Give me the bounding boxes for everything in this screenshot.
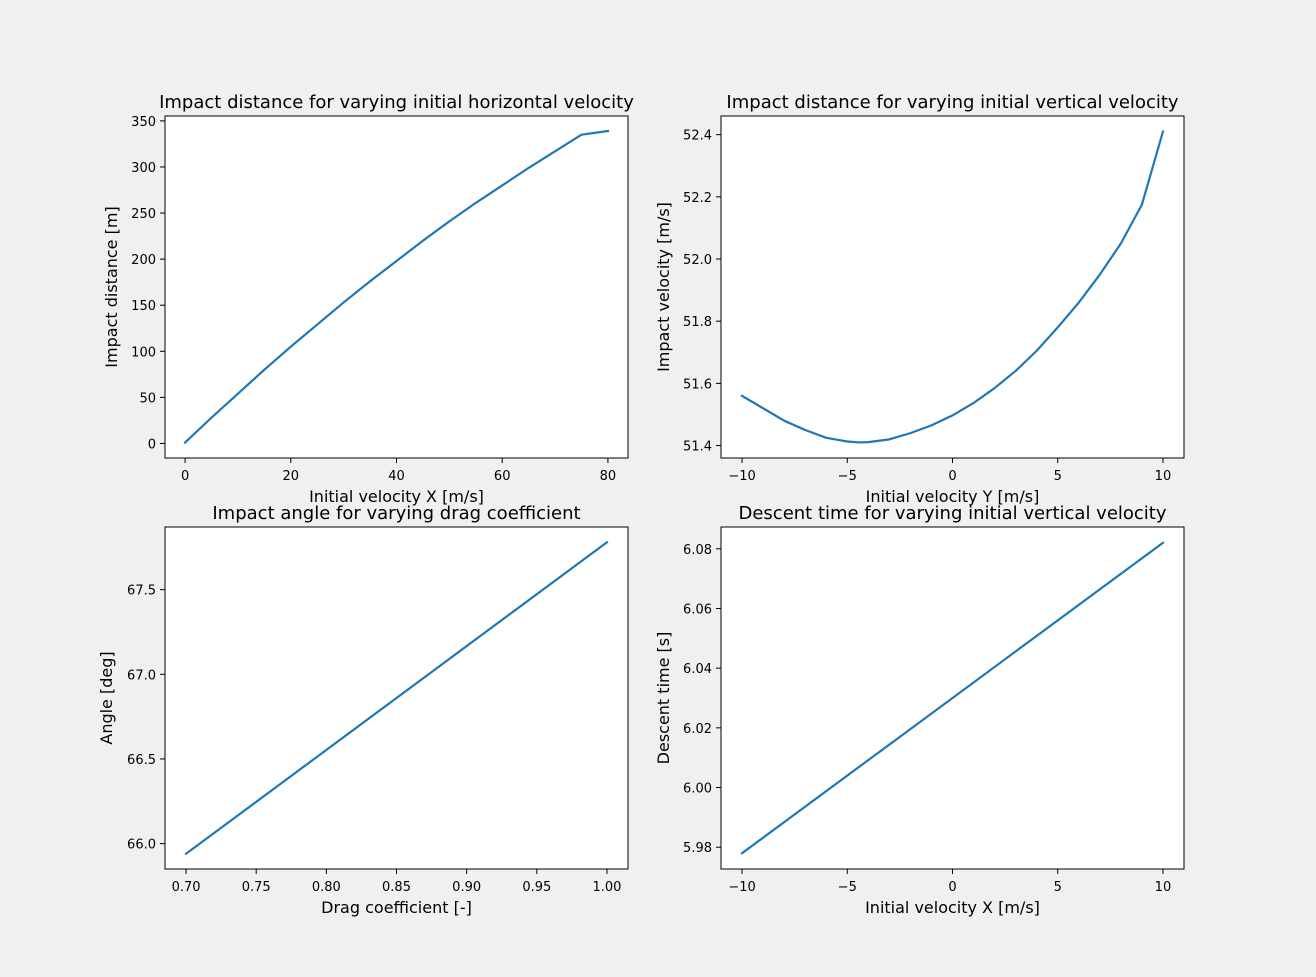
series-line xyxy=(740,541,1165,855)
x-tick-label: 0.95 xyxy=(522,880,551,895)
y-tick-label: 6.00 xyxy=(683,782,712,797)
y-tick-label: 5.98 xyxy=(683,841,712,856)
y-tick-label: 6.08 xyxy=(683,543,712,558)
x-tick-label: 0 xyxy=(948,880,956,895)
y-tick-label: 52.4 xyxy=(683,129,712,144)
series-lines xyxy=(740,130,1165,444)
x-tick-label: −5 xyxy=(838,880,857,895)
x-ticks: −10 −5 0 5 10 xyxy=(728,458,1171,484)
axes-frame xyxy=(720,115,1185,459)
y-tick-label: 66.0 xyxy=(127,838,156,853)
chart-title: Impact distance for varying initial vert… xyxy=(726,92,1178,113)
plot-impact-angle-drag: 0.70 0.75 0.80 0.85 0.90 0.95 1.00 66.0 66.5 67.… xyxy=(97,503,629,917)
x-ticks: 0 20 40 60 80 xyxy=(181,458,616,484)
x-ticks: 0.70 0.75 0.80 0.85 0.90 0.95 1.00 xyxy=(172,869,621,895)
y-tick-label: 200 xyxy=(131,253,156,268)
y-tick-label: 300 xyxy=(131,161,156,176)
y-ticks: 0 50 100 150 200 250 300 350 xyxy=(131,115,165,452)
y-axis-label: Impact distance [m] xyxy=(102,206,121,367)
series-line xyxy=(184,540,609,856)
series-line xyxy=(183,129,610,445)
y-tick-label: 51.8 xyxy=(683,315,712,330)
x-tick-label: 0 xyxy=(181,469,189,484)
x-axis-label: Drag coefficient [-] xyxy=(321,898,472,917)
plot-impact-velocity-vertical: −10 −5 0 5 10 51.4 51.6 51.8 52.0 52.2 52.4 Impac… xyxy=(654,92,1185,506)
x-tick-label: 5 xyxy=(1054,469,1062,484)
y-tick-label: 100 xyxy=(131,345,156,360)
x-tick-label: −10 xyxy=(728,469,755,484)
x-tick-label: 0.90 xyxy=(452,880,481,895)
x-tick-label: 20 xyxy=(283,469,300,484)
y-axis-label: Impact velocity [m/s] xyxy=(654,202,673,372)
chart-title: Impact angle for varying drag coefficien… xyxy=(212,503,580,524)
y-tick-label: 66.5 xyxy=(127,753,156,768)
y-axis-label: Angle [deg] xyxy=(97,651,116,744)
x-tick-label: 5 xyxy=(1054,880,1062,895)
y-tick-label: 0 xyxy=(148,437,156,452)
x-tick-label: 60 xyxy=(494,469,511,484)
axes-frame xyxy=(164,115,629,459)
y-ticks: 51.4 51.6 51.8 52.0 52.2 52.4 xyxy=(683,129,721,455)
x-axis-label: Initial velocity X [m/s] xyxy=(309,487,484,506)
x-axis-label: Initial velocity Y [m/s] xyxy=(866,487,1040,506)
x-tick-label: 0.85 xyxy=(382,880,411,895)
x-tick-label: 0 xyxy=(948,469,956,484)
plot-descent-time-vertical: −10 −5 0 5 10 5.98 6.00 6.02 6.04 6.06 6.08 Desce… xyxy=(654,503,1185,917)
x-tick-label: 1.00 xyxy=(592,880,621,895)
x-tick-label: −10 xyxy=(728,880,755,895)
x-tick-label: 80 xyxy=(600,469,617,484)
y-ticks: 5.98 6.00 6.02 6.04 6.06 6.08 xyxy=(683,543,721,856)
y-ticks: 66.0 66.5 67.0 67.5 xyxy=(127,584,165,853)
x-axis-label: Initial velocity X [m/s] xyxy=(865,898,1040,917)
y-tick-label: 67.0 xyxy=(127,668,156,683)
y-tick-label: 52.2 xyxy=(683,191,712,206)
chart-title: Impact distance for varying initial hori… xyxy=(159,92,634,113)
series-lines xyxy=(184,540,609,856)
y-tick-label: 50 xyxy=(139,391,156,406)
x-tick-label: 40 xyxy=(388,469,405,484)
x-tick-label: 0.70 xyxy=(172,880,201,895)
y-tick-label: 6.02 xyxy=(683,722,712,737)
y-tick-label: 67.5 xyxy=(127,584,156,599)
y-tick-label: 350 xyxy=(131,115,156,130)
x-tick-label: 10 xyxy=(1155,469,1172,484)
y-tick-label: 150 xyxy=(131,299,156,314)
series-line xyxy=(740,130,1165,444)
y-tick-label: 250 xyxy=(131,207,156,222)
y-axis-label: Descent time [s] xyxy=(654,632,673,765)
x-ticks: −10 −5 0 5 10 xyxy=(728,869,1171,895)
y-tick-label: 6.04 xyxy=(683,662,712,677)
y-tick-label: 51.6 xyxy=(683,377,712,392)
x-tick-label: 0.75 xyxy=(242,880,271,895)
y-tick-label: 52.0 xyxy=(683,253,712,268)
chart-title: Descent time for varying initial vertica… xyxy=(738,503,1166,524)
series-lines xyxy=(183,129,610,445)
y-tick-label: 6.06 xyxy=(683,602,712,617)
y-tick-label: 51.4 xyxy=(683,440,712,455)
series-lines xyxy=(740,541,1165,855)
x-tick-label: −5 xyxy=(838,469,857,484)
x-tick-label: 0.80 xyxy=(312,880,341,895)
plot-impact-distance-horizontal: 0 20 40 60 80 0 50 100 150 200 250 300 350 Impact d… xyxy=(102,92,634,506)
x-tick-label: 10 xyxy=(1155,880,1172,895)
